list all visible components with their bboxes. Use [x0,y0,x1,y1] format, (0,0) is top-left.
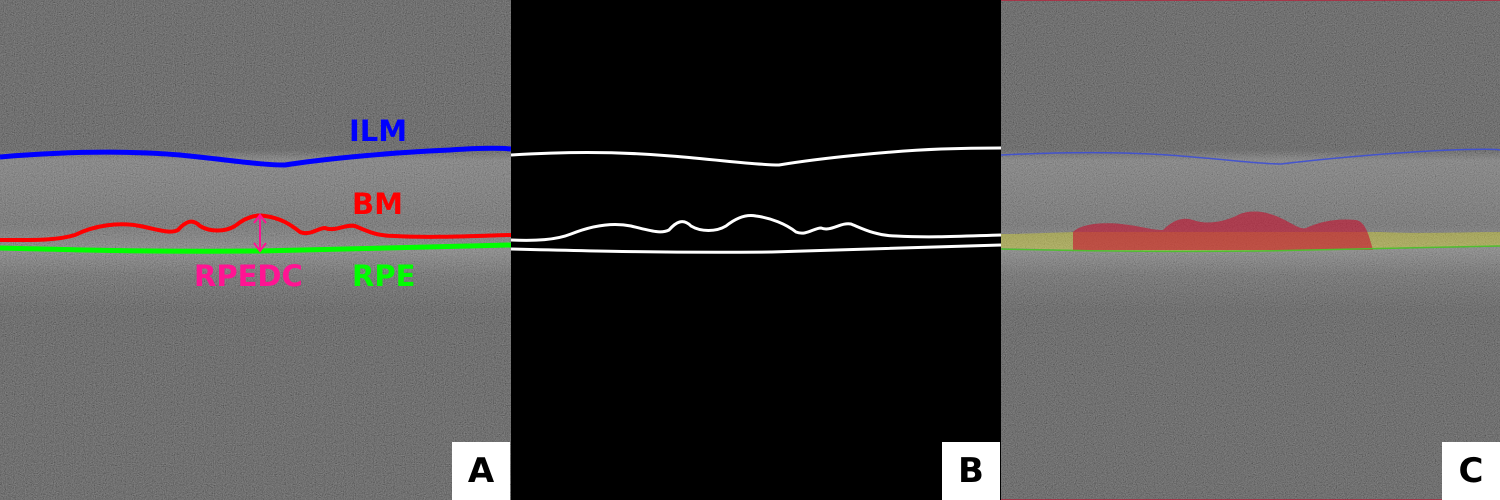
segmentation-mask [511,0,1001,500]
ilm-label: ILM [349,114,408,148]
bm-boundary [511,214,1001,242]
panel-c-letter: C [1458,451,1484,491]
drusen-overlay [1073,211,1373,250]
panel-c: C [1001,0,1500,500]
ilm-line [0,145,511,168]
panel-a-letter: A [467,451,495,491]
rpe-boundary [511,243,1001,254]
oct-scan-overlay [1001,0,1500,500]
ilm-overlay-line [1001,148,1500,165]
bm-line [0,213,511,243]
panel-b-letter: B [958,451,984,491]
rpe-label: RPE [352,259,416,293]
panel-b: B [511,0,1001,500]
ilm-boundary [511,146,1001,167]
panel-b-letter-box: B [942,442,1000,500]
rpedc-arrow [253,213,267,253]
panel-a: ILM BM RPEDC RPE A [0,0,511,500]
rpe-overlay-line [1001,245,1500,253]
panel-a-letter-box: A [452,442,510,500]
rpedc-label: RPEDC [194,259,303,293]
bm-label: BM [352,187,403,221]
panel-c-letter-box: C [1442,442,1500,500]
oct-scan-annotated [0,0,511,500]
